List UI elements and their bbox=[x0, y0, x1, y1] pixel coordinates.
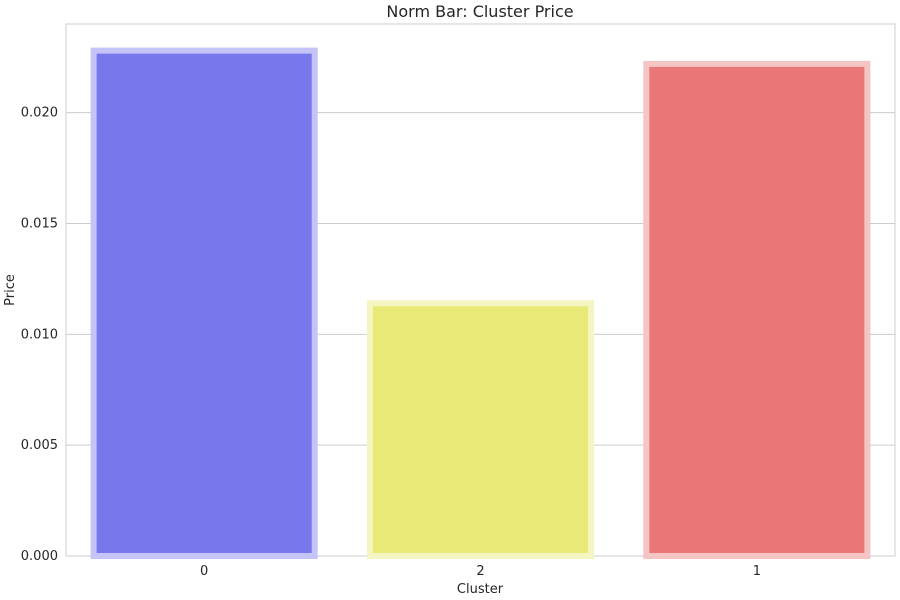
bar-cluster-0 bbox=[90, 47, 318, 559]
x-tick-label: 2 bbox=[476, 564, 484, 579]
x-axis-ticks: 0 2 1 bbox=[200, 564, 761, 579]
y-tick-label: 0.015 bbox=[21, 217, 58, 232]
y-axis-ticks: 0.000 0.005 0.010 0.015 0.020 bbox=[21, 106, 58, 564]
y-tick-label: 0.005 bbox=[21, 438, 58, 453]
bar-cluster-1 bbox=[643, 60, 871, 560]
x-axis-label: Cluster bbox=[457, 582, 504, 597]
bars bbox=[90, 47, 871, 560]
x-tick-label: 0 bbox=[200, 564, 208, 579]
x-tick-label: 1 bbox=[753, 564, 761, 579]
y-axis-label: Price bbox=[3, 274, 18, 306]
chart-title: Norm Bar: Cluster Price bbox=[386, 2, 573, 21]
y-tick-label: 0.000 bbox=[21, 549, 58, 564]
y-tick-label: 0.020 bbox=[21, 106, 58, 121]
bar-cluster-2 bbox=[366, 300, 595, 559]
y-tick-label: 0.010 bbox=[21, 327, 58, 342]
